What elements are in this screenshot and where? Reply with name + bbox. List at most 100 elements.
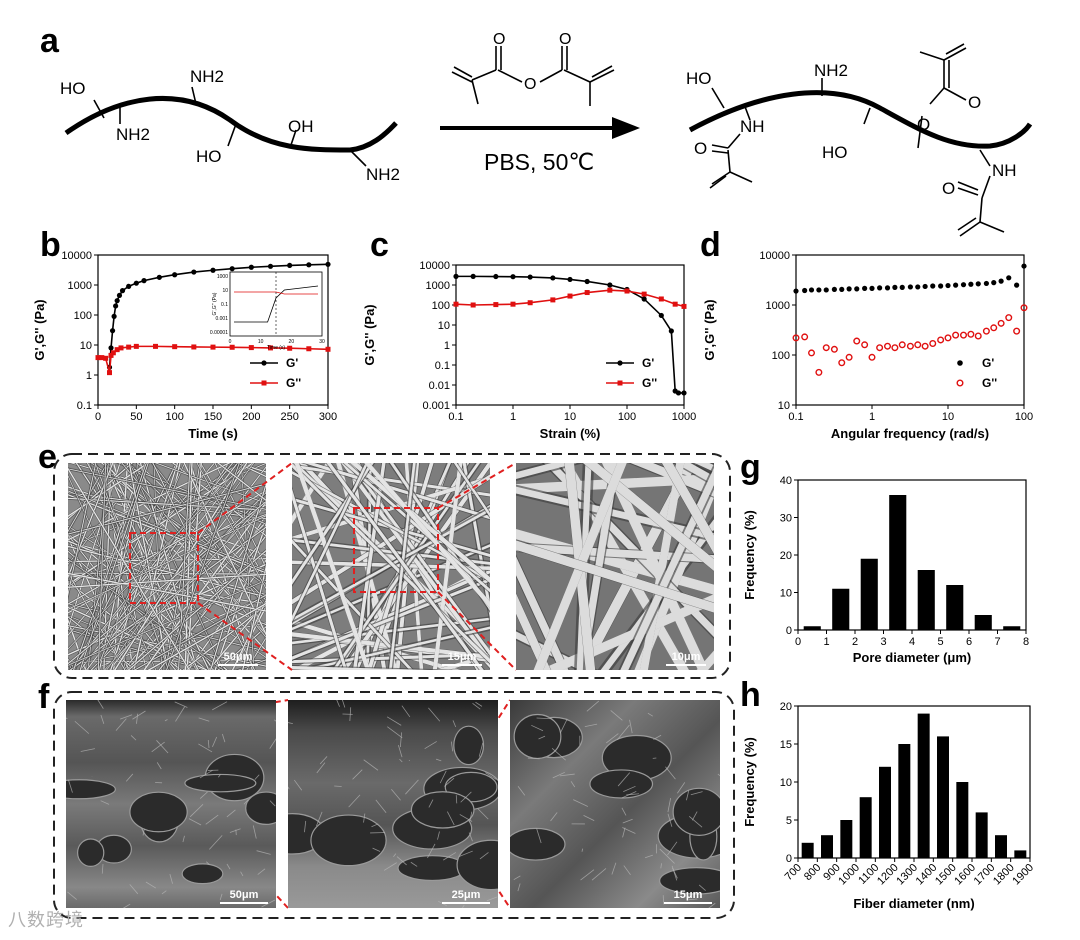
data-point-g1 <box>922 283 928 290</box>
fiber <box>292 539 414 670</box>
data-point-g1 <box>510 274 516 280</box>
y-tick-label: 0.1 <box>435 360 450 372</box>
fibril <box>677 782 686 794</box>
fiber <box>620 467 714 670</box>
bar <box>889 495 907 630</box>
fibril <box>80 748 95 752</box>
bar <box>917 713 930 858</box>
data-point-g1 <box>248 264 254 270</box>
fibril <box>226 809 236 818</box>
y-tick-label: 10 <box>80 340 92 352</box>
x-tick-label: 150 <box>204 411 222 423</box>
fibril <box>142 828 145 836</box>
data-point-g1 <box>846 286 852 292</box>
data-point-g1 <box>1006 275 1012 281</box>
fiber <box>151 463 266 609</box>
inset-x-tick-label: 30 <box>319 339 325 345</box>
fibril <box>101 864 104 874</box>
scalebar-f1: 50μm <box>220 889 268 904</box>
reaction-conditions: PBS, 50℃ <box>484 149 594 175</box>
fibril <box>427 843 436 859</box>
fiber <box>68 581 182 670</box>
x-tick-label: 0 <box>95 411 101 423</box>
fibril <box>66 717 68 720</box>
fibril <box>288 722 293 725</box>
fibril <box>156 740 169 754</box>
x-tick-label: 5 <box>937 636 943 648</box>
group-right-ho-2: HO <box>822 143 848 162</box>
chart-c-strain-sweep: 0.1 1 10 100 1000 0.001 0.01 0.1 1 10 100 1000 10000… <box>362 260 696 441</box>
data-point-g1 <box>229 266 235 272</box>
fibril <box>610 710 623 721</box>
x-tick-label: 1 <box>510 411 516 423</box>
fiber <box>103 463 197 670</box>
data-point-g1 <box>854 286 860 292</box>
fibril <box>410 861 418 867</box>
x-tick-label: 1800 <box>991 862 1017 888</box>
fiber <box>292 463 369 622</box>
data-point-g2 <box>567 293 573 299</box>
x-tick-label: 250 <box>280 411 298 423</box>
fibril <box>386 716 402 726</box>
data-point-g2 <box>95 355 101 361</box>
x-axis-label: Time (s) <box>188 426 238 441</box>
data-point-g1 <box>108 345 114 351</box>
fibril <box>623 865 631 876</box>
fibril <box>531 724 544 732</box>
x-tick-label: 10 <box>942 411 954 423</box>
data-point-g1 <box>658 312 664 319</box>
bar <box>821 835 833 858</box>
fibril <box>125 773 134 782</box>
y-tick-label: 30 <box>780 513 792 525</box>
fibril <box>319 756 328 765</box>
data-point-g2 <box>126 344 132 350</box>
fibril <box>570 781 576 788</box>
fibril <box>252 825 257 839</box>
fibril <box>363 759 379 771</box>
data-point-g2 <box>172 344 178 350</box>
fiber <box>292 463 332 525</box>
fibril <box>513 875 521 881</box>
panel-label-d: d <box>700 226 721 264</box>
fibril <box>209 835 223 850</box>
fibril <box>450 741 454 752</box>
pore <box>129 791 188 833</box>
data-point-g2 <box>191 344 197 350</box>
fiber <box>634 474 714 670</box>
data-point-g2 <box>884 342 892 350</box>
fibril <box>199 769 213 779</box>
bar <box>859 797 872 858</box>
panel-label-h: h <box>740 676 761 714</box>
inset-x-tick-label: 20 <box>289 339 295 345</box>
pore <box>397 855 468 882</box>
fibril <box>189 804 204 818</box>
y-tick-label: 10 <box>780 777 792 789</box>
data-point-g2 <box>510 301 516 307</box>
reaction-scheme: HO NH2 NH2 OH HO NH2 O O O PBS, 50℃ <box>60 31 1033 237</box>
data-point-g1 <box>907 284 913 290</box>
fibril <box>199 791 208 799</box>
fiber <box>68 463 240 588</box>
scalebar-e3: 10μm <box>666 651 706 666</box>
panel-label-e: e <box>38 438 57 476</box>
sem-e-high-mag: 10μm <box>516 463 714 670</box>
fibril <box>573 799 589 807</box>
legend-label: G'' <box>286 376 301 390</box>
fibril <box>256 850 271 855</box>
data-point-g1 <box>816 287 822 293</box>
fiber <box>352 463 386 670</box>
fibril <box>428 799 434 808</box>
data-point-g2 <box>990 324 998 332</box>
data-point-g1 <box>983 280 989 287</box>
panel-label-b: b <box>40 226 61 264</box>
bar <box>898 744 911 858</box>
data-point-g2 <box>103 355 109 361</box>
x-tick-label: 1900 <box>1010 862 1036 888</box>
fibril <box>129 884 139 895</box>
data-point-g2 <box>641 291 647 297</box>
fibril <box>151 741 165 753</box>
polymer-backbone-right <box>688 90 1033 149</box>
fibril <box>205 814 219 825</box>
y-tick-label: 20 <box>780 550 792 562</box>
fibril <box>475 701 483 707</box>
